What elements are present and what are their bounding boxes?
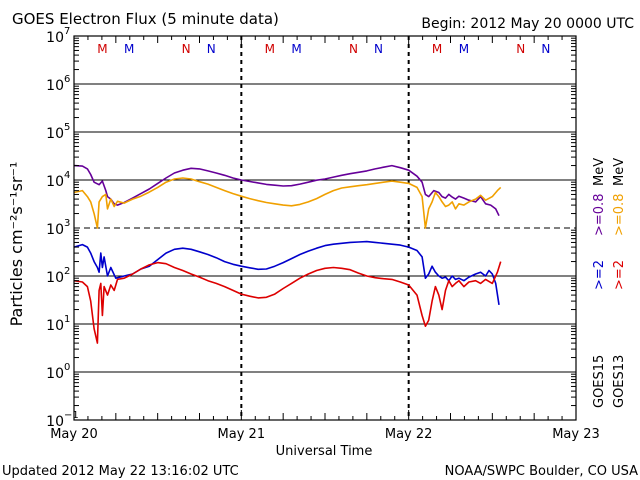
y-tick-exponent: 2 — [64, 266, 70, 277]
local-time-marker: M — [432, 42, 442, 56]
updated-label: Updated 2012 May 22 13:16:02 UTC — [2, 464, 239, 479]
y-tick-label: 10 — [46, 318, 64, 334]
x-tick-label: May 21 — [218, 427, 266, 442]
local-time-marker: N — [207, 42, 216, 56]
local-time-marker: M — [97, 42, 107, 56]
y-tick-exponent: 0 — [64, 362, 70, 373]
y-tick-label: 10 — [46, 30, 64, 46]
series-lines — [73, 164, 502, 344]
local-time-marker: N — [541, 42, 550, 56]
legend: GOES15 >=2 >=0.8 MeV GOES13 >=2 >=0.8 MeV — [592, 158, 627, 408]
series-line — [73, 240, 500, 306]
y-tick-label: 10 — [46, 126, 64, 142]
local-time-marker: N — [374, 42, 383, 56]
plot-frame — [73, 35, 577, 421]
begin-label: Begin: 2012 May 20 0000 UTC — [421, 16, 634, 32]
y-tick-exponent: 1 — [64, 314, 70, 325]
legend-entry: >=0.8 — [592, 194, 607, 236]
chart-title: GOES Electron Flux (5 minute data) — [12, 10, 279, 28]
legend-column: GOES15 >=2 >=0.8 MeV — [592, 158, 607, 408]
x-tick-label: May 23 — [552, 427, 600, 442]
y-axis-title: Particles cm⁻²s⁻¹sr⁻¹ — [7, 162, 26, 327]
local-time-marker: M — [124, 42, 134, 56]
y-tick-exponent: 7 — [64, 26, 70, 37]
legend-entry: >=0.8 — [612, 194, 627, 236]
legend-entry: >=2 — [612, 260, 627, 290]
y-tick-label: 10 — [46, 366, 64, 382]
y-tick-label: 10 — [46, 174, 64, 190]
local-time-marker: N — [349, 42, 358, 56]
y-tick-label: 10 — [46, 270, 64, 286]
credit-label: NOAA/SWPC Boulder, CO USA — [445, 464, 638, 479]
y-tick-exponent: 6 — [64, 74, 70, 85]
legend-unit: MeV — [612, 158, 627, 186]
legend-entry: >=2 — [592, 260, 607, 290]
local-time-marker: M — [291, 42, 301, 56]
legend-satellite: GOES13 — [612, 355, 627, 408]
x-tick-label: May 20 — [50, 427, 98, 442]
local-time-marker: M — [265, 42, 275, 56]
y-tick-label: 10 — [46, 78, 64, 94]
y-tick-exponent: 4 — [64, 170, 70, 181]
y-tick-exponent: 5 — [64, 122, 70, 133]
y-tick-exponent: 3 — [64, 218, 70, 229]
legend-column: GOES13 >=2 >=0.8 MeV — [612, 158, 627, 408]
local-time-marker: N — [516, 42, 525, 56]
series-line — [73, 261, 502, 344]
local-time-marker: N — [182, 42, 191, 56]
series-line — [73, 177, 502, 229]
legend-satellite: GOES15 — [592, 355, 607, 408]
y-tick-label: 10 — [46, 414, 64, 430]
series-line — [73, 164, 500, 217]
legend-unit: MeV — [592, 158, 607, 186]
x-axis-title: Universal Time — [276, 444, 373, 459]
y-tick-label: 10 — [46, 222, 64, 238]
x-tick-label: May 22 — [385, 427, 433, 442]
y-tick-exponent: −1 — [64, 410, 79, 421]
local-time-marker: M — [459, 42, 469, 56]
